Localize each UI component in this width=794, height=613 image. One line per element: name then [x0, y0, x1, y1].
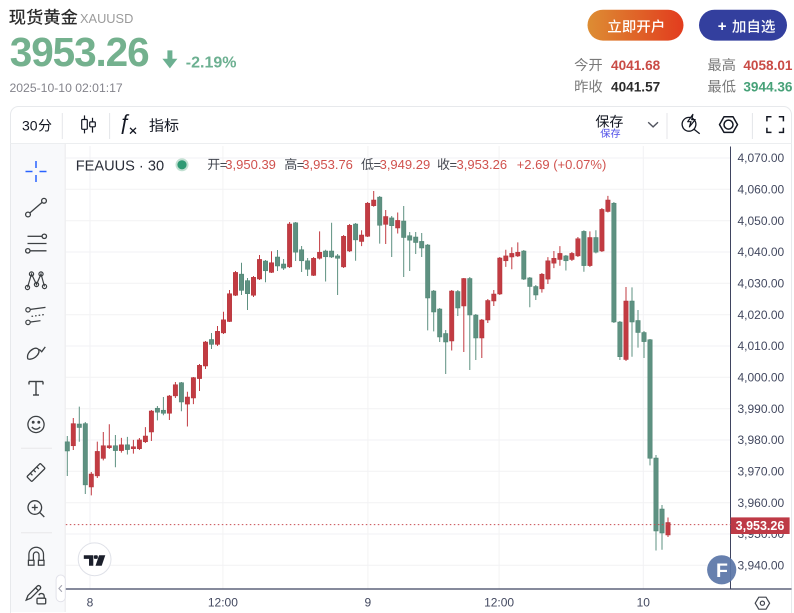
- svg-text:FEAUUS · 30: FEAUUS · 30: [76, 159, 164, 175]
- svg-text:3,960.00: 3,960.00: [738, 496, 785, 510]
- svg-text:4,000.00: 4,000.00: [738, 371, 785, 385]
- svg-text:3,970.00: 3,970.00: [738, 465, 785, 479]
- svg-text:3,990.00: 3,990.00: [738, 402, 785, 416]
- svg-text:ƒ: ƒ: [119, 112, 131, 135]
- svg-text:10: 10: [637, 596, 651, 610]
- svg-text:3,950.39: 3,950.39: [225, 157, 276, 172]
- svg-text:4,060.00: 4,060.00: [738, 183, 785, 197]
- svg-text:4,070.00: 4,070.00: [738, 151, 785, 165]
- svg-text:=: =: [374, 157, 382, 172]
- svg-text:4058.01: 4058.01: [743, 58, 793, 73]
- svg-text:XAUUSD: XAUUSD: [80, 11, 133, 26]
- svg-text:3,980.00: 3,980.00: [738, 433, 785, 447]
- svg-text:12:00: 12:00: [484, 596, 514, 610]
- svg-text:=: =: [450, 157, 458, 172]
- svg-text:4041.57: 4041.57: [611, 80, 660, 95]
- svg-text:=: =: [220, 157, 228, 172]
- svg-text:4,020.00: 4,020.00: [738, 308, 785, 322]
- svg-text:3,953.26: 3,953.26: [457, 157, 508, 172]
- svg-text:3,953.26: 3,953.26: [736, 519, 785, 533]
- svg-text:-2.19%: -2.19%: [186, 55, 237, 72]
- svg-text:+: +: [718, 18, 727, 35]
- svg-text:3944.36: 3944.36: [743, 80, 793, 95]
- svg-text:3953.26: 3953.26: [10, 29, 149, 75]
- svg-text:3,949.29: 3,949.29: [380, 157, 431, 172]
- svg-text:2025-10-10 02:01:17: 2025-10-10 02:01:17: [10, 81, 123, 95]
- svg-text:4,010.00: 4,010.00: [738, 339, 785, 353]
- svg-text:=: =: [297, 157, 305, 172]
- svg-text:4,040.00: 4,040.00: [738, 245, 785, 259]
- svg-text:3,953.76: 3,953.76: [302, 157, 353, 172]
- svg-text:30: 30: [22, 118, 38, 134]
- svg-text:9: 9: [365, 596, 372, 610]
- svg-text:4041.68: 4041.68: [611, 58, 661, 73]
- svg-text:8: 8: [87, 596, 94, 610]
- svg-text:12:00: 12:00: [208, 596, 238, 610]
- svg-text:4,030.00: 4,030.00: [738, 277, 785, 291]
- svg-text:F: F: [716, 560, 728, 582]
- svg-text:+2.69 (+0.07%): +2.69 (+0.07%): [517, 157, 607, 172]
- svg-text:3,940.00: 3,940.00: [738, 559, 785, 573]
- svg-text:4,050.00: 4,050.00: [738, 214, 785, 228]
